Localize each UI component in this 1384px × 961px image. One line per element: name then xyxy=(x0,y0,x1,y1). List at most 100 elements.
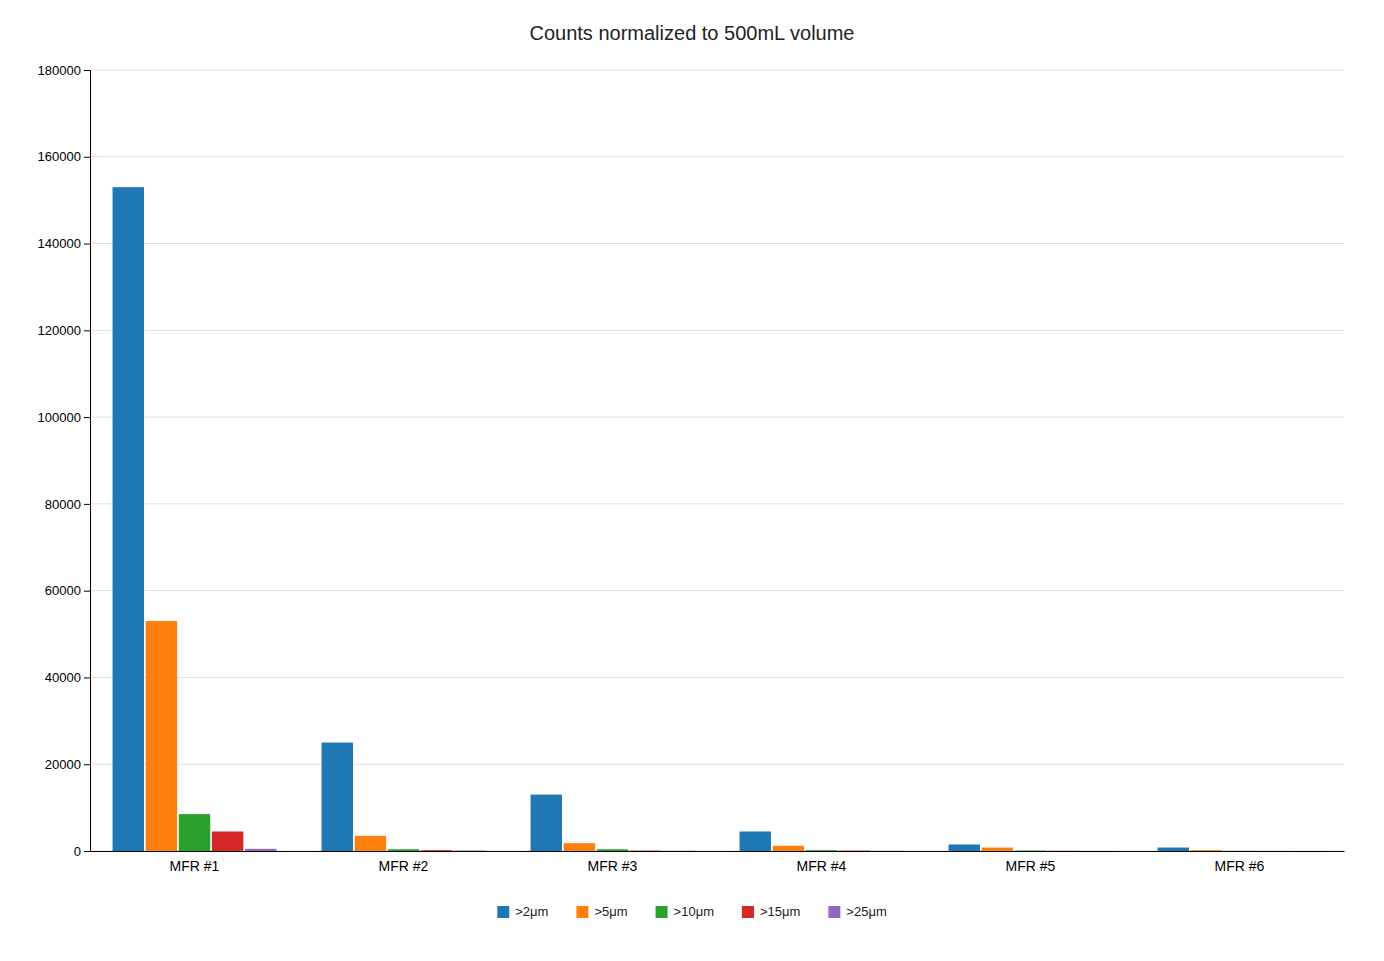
y-tick-label: 140000 xyxy=(38,236,81,251)
bar xyxy=(630,850,661,851)
y-tick-label: 180000 xyxy=(38,63,81,78)
x-axis: MFR #1 MFR #2 MFR #3 MFR #4 MFR #5 MFR #6 xyxy=(91,852,1345,874)
bars xyxy=(113,187,1322,851)
y-axis-line xyxy=(84,71,91,852)
x-tick: MFR #1 xyxy=(170,858,220,874)
bar xyxy=(245,849,276,851)
y-tick: 80000 xyxy=(45,497,90,512)
legend-item: >25μm xyxy=(828,904,886,919)
x-tick-label: MFR #1 xyxy=(170,858,220,874)
bar-series xyxy=(179,814,1255,851)
bar xyxy=(1158,848,1189,851)
legend-swatch xyxy=(576,906,588,918)
bar xyxy=(113,187,144,851)
y-tick-mark xyxy=(84,244,90,245)
y-tick: 60000 xyxy=(45,583,90,598)
chart: Counts normalized to 500mL volume 0 20000 4… xyxy=(0,0,1384,961)
x-tick-label: MFR #3 xyxy=(588,858,638,874)
bar xyxy=(179,814,210,851)
legend-swatch xyxy=(497,906,509,918)
y-tick-label: 0 xyxy=(74,844,81,859)
bar xyxy=(1191,850,1222,851)
bar xyxy=(597,849,628,851)
y-tick-mark xyxy=(84,417,90,418)
grid-line xyxy=(90,417,1344,418)
legend-swatch xyxy=(742,906,754,918)
bar-series xyxy=(245,849,1321,851)
y-tick-mark xyxy=(84,330,90,331)
y-tick-mark xyxy=(84,851,90,852)
y-tick-mark xyxy=(84,591,90,592)
bar xyxy=(1048,850,1079,851)
grid-line xyxy=(90,243,1344,244)
y-tick-label: 80000 xyxy=(45,497,81,512)
bar xyxy=(872,850,903,851)
legend-label: >2μm xyxy=(515,904,548,919)
bar xyxy=(146,621,177,851)
grid-line xyxy=(90,330,1344,331)
y-tick: 120000 xyxy=(38,323,90,338)
bar xyxy=(421,850,452,851)
legend-swatch xyxy=(656,906,668,918)
bar xyxy=(663,850,694,851)
y-tick-mark xyxy=(84,677,90,678)
bar xyxy=(1257,850,1288,851)
y-tick: 0 xyxy=(74,844,90,859)
y-tick-mark xyxy=(84,157,90,158)
y-tick-label: 100000 xyxy=(38,410,81,425)
bar xyxy=(564,843,595,851)
y-tick-label: 40000 xyxy=(45,670,81,685)
x-tick-label: MFR #5 xyxy=(1006,858,1056,874)
x-tick-label: MFR #6 xyxy=(1215,858,1265,874)
grid-line xyxy=(90,677,1344,678)
legend-item: >5μm xyxy=(576,904,627,919)
x-tick: MFR #5 xyxy=(1006,858,1056,874)
legend-label: >15μm xyxy=(760,904,800,919)
bar xyxy=(740,831,771,851)
y-tick: 20000 xyxy=(45,757,90,772)
title: Counts normalized to 500mL volume xyxy=(530,22,855,44)
x-tick: MFR #3 xyxy=(588,858,638,874)
bar xyxy=(839,850,870,851)
bar-series xyxy=(212,831,1288,851)
legend-item: >15μm xyxy=(742,904,800,919)
bar xyxy=(212,831,243,851)
bar xyxy=(355,836,386,851)
bar xyxy=(388,849,419,851)
grid-line xyxy=(90,590,1344,591)
y-tick: 100000 xyxy=(38,410,90,425)
y-tick-label: 60000 xyxy=(45,583,81,598)
grid xyxy=(90,70,1344,851)
y-tick: 180000 xyxy=(38,63,90,78)
bar-series xyxy=(113,187,1189,851)
bar xyxy=(322,743,353,851)
bar xyxy=(454,850,485,851)
x-tick-label: MFR #2 xyxy=(379,858,429,874)
y-tick-mark xyxy=(84,764,90,765)
grid-line xyxy=(90,70,1344,71)
bar xyxy=(1290,850,1321,851)
y-axis: 0 20000 40000 60000 80000 100000 120000 140000 1… xyxy=(38,63,91,859)
legend: >2μm >5μm >10μm >15μm >25μm xyxy=(497,904,886,919)
bar xyxy=(806,850,837,851)
x-tick-label: MFR #4 xyxy=(797,858,847,874)
x-axis-line xyxy=(91,851,1345,852)
bar xyxy=(531,795,562,851)
legend-item: >2μm xyxy=(497,904,548,919)
x-tick: MFR #2 xyxy=(379,858,429,874)
legend-label: >5μm xyxy=(594,904,627,919)
y-tick-mark xyxy=(84,504,90,505)
bar xyxy=(1081,850,1112,851)
bar xyxy=(982,848,1013,851)
y-tick-label: 160000 xyxy=(38,149,81,164)
bar xyxy=(1015,850,1046,851)
y-tick: 40000 xyxy=(45,670,90,685)
y-tick-label: 20000 xyxy=(45,757,81,772)
grid-line xyxy=(90,503,1344,504)
grid-line xyxy=(90,156,1344,157)
legend-swatch xyxy=(828,906,840,918)
grid-line xyxy=(90,851,1344,852)
y-tick-mark xyxy=(84,70,90,71)
bar xyxy=(1224,850,1255,851)
legend-label: >10μm xyxy=(674,904,714,919)
